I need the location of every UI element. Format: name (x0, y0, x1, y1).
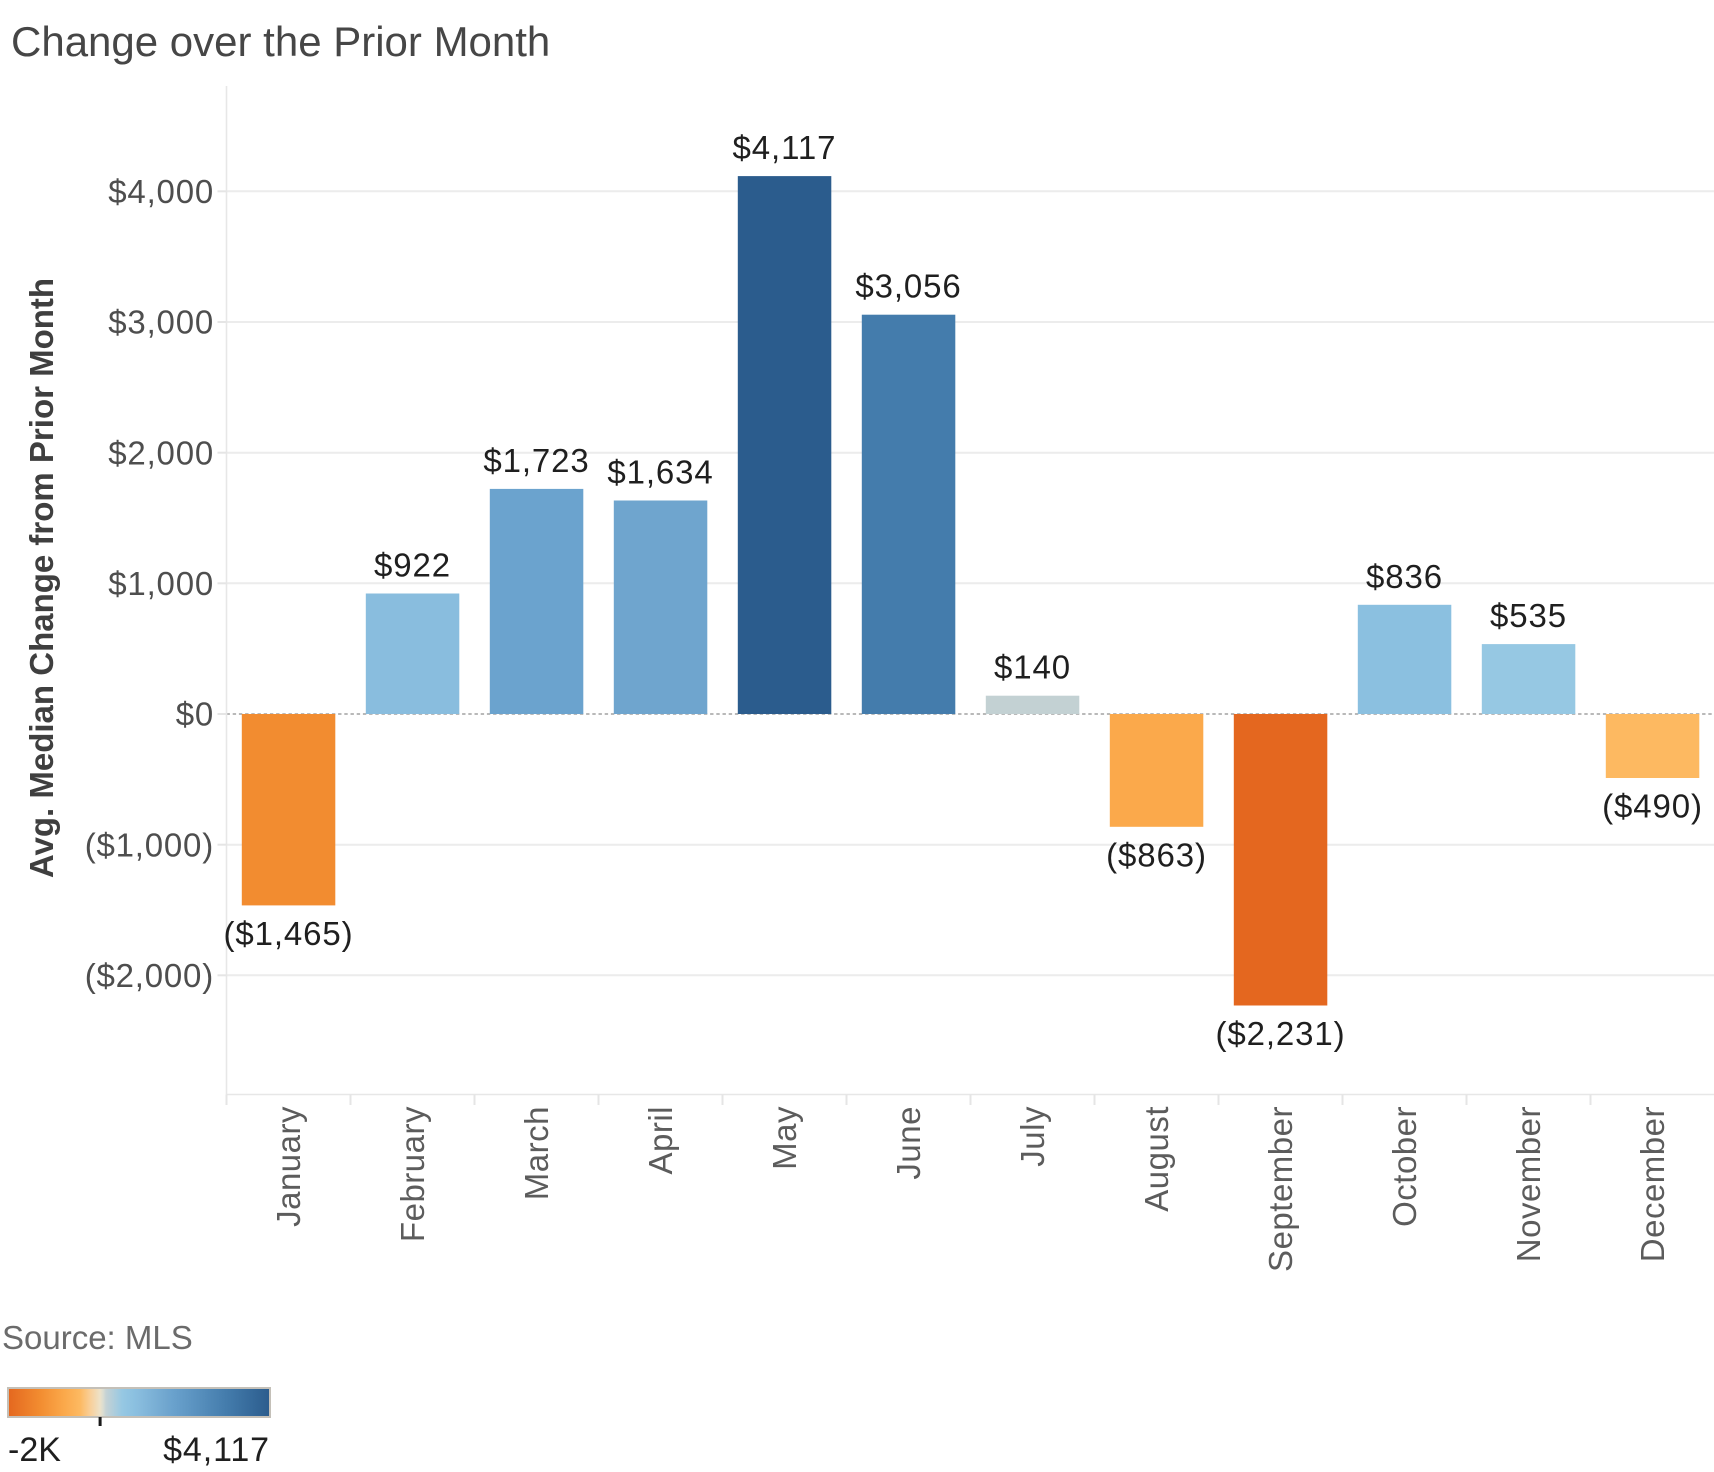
svg-text:March: March (518, 1106, 555, 1200)
svg-text:($863): ($863) (1106, 836, 1207, 873)
svg-text:July: July (1014, 1106, 1051, 1167)
svg-text:$922: $922 (374, 547, 451, 584)
svg-text:($2,000): ($2,000) (85, 957, 214, 994)
svg-text:($2,231): ($2,231) (1215, 1015, 1345, 1052)
svg-text:$140: $140 (994, 649, 1071, 686)
svg-text:June: June (890, 1106, 927, 1180)
svg-text:April: April (642, 1106, 679, 1175)
svg-text:$535: $535 (1490, 597, 1567, 634)
svg-text:October: October (1386, 1106, 1423, 1227)
svg-text:Source: MLS: Source: MLS (2, 1319, 193, 1356)
svg-text:September: September (1262, 1106, 1299, 1272)
svg-text:Avg. Median Change from Prior: Avg. Median Change from Prior Month (23, 278, 60, 878)
svg-text:November: November (1510, 1106, 1547, 1262)
svg-text:May: May (766, 1106, 803, 1170)
svg-text:$4,117: $4,117 (733, 129, 837, 166)
svg-text:$1,000: $1,000 (108, 565, 214, 602)
svg-text:-2K: -2K (8, 1431, 61, 1469)
svg-text:August: August (1138, 1106, 1175, 1212)
svg-text:($490): ($490) (1602, 788, 1703, 825)
svg-text:$3,000: $3,000 (108, 304, 214, 341)
svg-text:$1,723: $1,723 (483, 442, 589, 479)
svg-text:$1,634: $1,634 (607, 454, 713, 491)
svg-text:December: December (1634, 1106, 1671, 1262)
svg-text:$0: $0 (176, 696, 214, 733)
svg-text:($1,465): ($1,465) (223, 915, 353, 952)
svg-text:$2,000: $2,000 (108, 434, 214, 471)
svg-text:($1,000): ($1,000) (85, 826, 214, 863)
svg-text:Change over the Prior Month: Change over the Prior Month (11, 18, 550, 65)
svg-text:$4,000: $4,000 (108, 173, 214, 210)
svg-text:January: January (270, 1106, 307, 1227)
svg-text:$4,117: $4,117 (163, 1431, 270, 1469)
svg-text:$836: $836 (1366, 558, 1443, 595)
svg-text:$3,056: $3,056 (855, 268, 961, 305)
svg-text:February: February (394, 1106, 431, 1242)
